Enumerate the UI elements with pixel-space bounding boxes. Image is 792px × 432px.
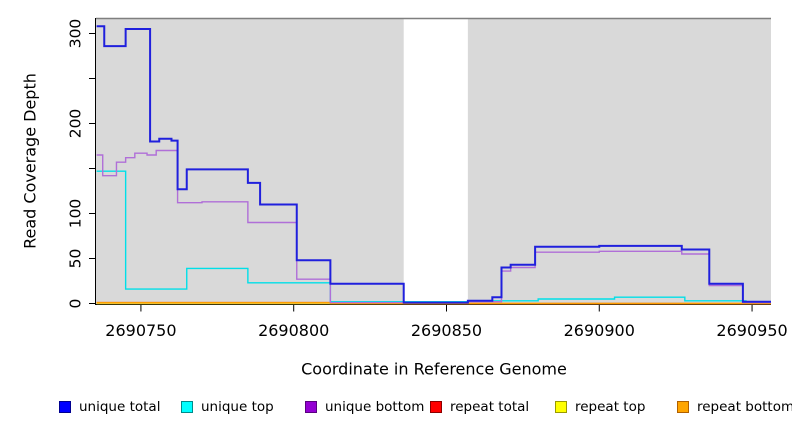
svg-text:300: 300 — [67, 19, 85, 49]
unique-top-swatch-icon — [181, 401, 193, 413]
x-axis-title: Coordinate in Reference Genome — [301, 359, 567, 379]
legend-label: repeat top — [575, 399, 646, 415]
unique-total-swatch-icon — [59, 401, 71, 413]
svg-text:2690950: 2690950 — [716, 321, 787, 340]
legend-label: unique total — [79, 399, 161, 415]
legend-item-repeat-total: repeat total — [430, 398, 529, 416]
repeat-top-swatch-icon — [555, 401, 567, 413]
svg-text:2690750: 2690750 — [105, 321, 176, 340]
legend: unique total unique top unique bottom re… — [0, 398, 792, 420]
unique-bottom-swatch-icon — [305, 401, 317, 413]
repeat-total-swatch-icon — [430, 401, 442, 413]
svg-text:50: 50 — [67, 249, 85, 269]
svg-text:2690800: 2690800 — [258, 321, 329, 340]
legend-label: repeat bottom — [697, 399, 792, 415]
legend-label: repeat total — [450, 399, 530, 415]
y-axis-title: Read Coverage Depth — [20, 73, 40, 249]
coverage-plot: 0 50 100 200 300 2690750 2690800 2690850 2690900… — [67, 17, 788, 340]
legend-label: unique top — [201, 399, 274, 415]
svg-text:2690850: 2690850 — [411, 321, 482, 340]
legend-label: unique bottom — [325, 399, 425, 415]
svg-text:200: 200 — [67, 109, 85, 139]
legend-item-repeat-top: repeat top — [555, 398, 645, 416]
legend-item-unique-bottom: unique bottom — [305, 398, 424, 416]
svg-text:100: 100 — [67, 199, 85, 229]
svg-text:0: 0 — [67, 299, 85, 309]
repeat-bottom-swatch-icon — [677, 401, 689, 413]
legend-item-unique-total: unique total — [59, 398, 160, 416]
svg-text:2690900: 2690900 — [564, 321, 635, 340]
legend-item-unique-top: unique top — [181, 398, 274, 416]
legend-item-repeat-bottom: repeat bottom — [677, 398, 792, 416]
